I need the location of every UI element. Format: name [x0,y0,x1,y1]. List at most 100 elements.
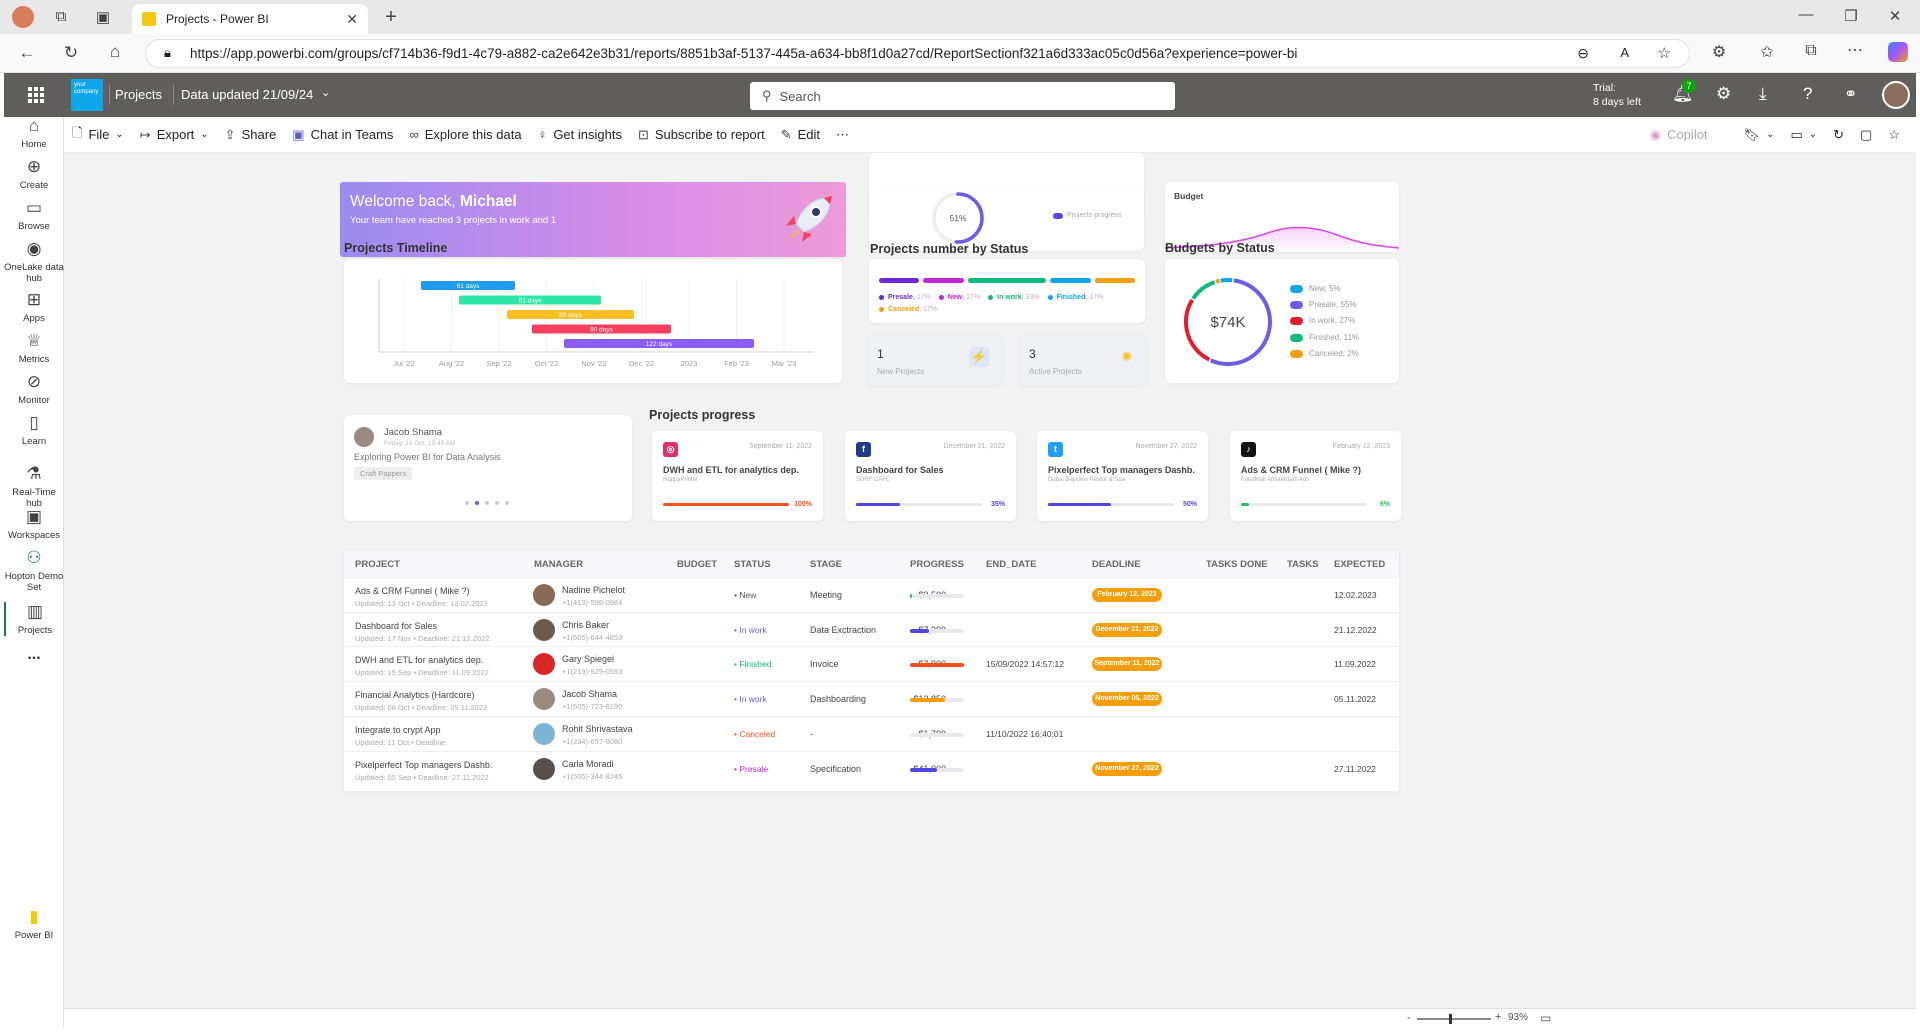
copilot-browser-icon[interactable] [1888,42,1908,62]
help-icon[interactable]: ? [1803,84,1813,103]
data-updated-label[interactable]: Data updated 21/09/24 [181,87,314,102]
refresh-button[interactable]: ↻ [1833,127,1844,143]
table-header-cell[interactable]: BUDGET [677,559,718,570]
rail-item-real-time-hub[interactable]: ⚗ Real-Time hub [4,464,64,509]
rail-item-create[interactable]: ⊕ Create [4,157,64,191]
new-tab-icon[interactable]: + [385,6,397,28]
table-header-cell[interactable]: END_DATE [986,559,1037,570]
chevron-down-icon[interactable]: ⌄ [321,87,331,99]
profile-avatar[interactable] [12,6,34,28]
carousel-dot[interactable] [495,501,499,505]
rail-item-projects[interactable]: ▥ Projects [4,602,64,636]
file-menu-button[interactable]: 🗋︎ File ⌄ [72,124,124,146]
back-icon[interactable]: ← [18,43,36,62]
budget-donut-segment[interactable] [1179,273,1276,370]
status-bar-segment[interactable] [967,278,1047,283]
rail-item-[interactable]: ... [4,647,64,663]
minimize-icon[interactable]: — [1798,6,1814,23]
close-tab-icon[interactable]: ✕ [346,10,358,27]
browser-tab[interactable]: Projects - Power BI ✕ [132,4,368,34]
rail-item-browse[interactable]: ▭ Browse [4,198,64,232]
table-row[interactable]: Pixelperfect Top managers Dashb. Updated:… [344,750,1399,786]
zoom-icon[interactable]: ⊖ [1577,45,1589,61]
rail-item-workspaces[interactable]: ▣ Workspaces [4,507,64,541]
table-header-cell[interactable]: EXPECTED [1334,559,1386,570]
user-avatar[interactable] [1882,81,1910,109]
tab-actions-icon[interactable]: ▣ [95,9,111,26]
close-window-icon[interactable]: ✕ [1888,8,1902,25]
workspace-name[interactable]: Projects [115,87,162,102]
restore-icon[interactable]: ❐ [1844,8,1858,25]
timeline-bar[interactable] [507,310,634,319]
zoom-slider[interactable] [1417,1014,1491,1024]
timeline-bar[interactable] [532,324,671,334]
carousel-dots[interactable] [465,501,509,505]
export-menu-button[interactable]: ↦ Export ⌄ [140,127,209,143]
table-row[interactable]: DWH and ETL for analytics dep. Updated: 1… [344,646,1399,681]
workspaces-icon[interactable]: ⧉ [55,8,67,25]
collections-icon[interactable]: ⧉ [1805,42,1817,59]
zoom-slider-thumb[interactable] [1449,1014,1452,1024]
table-row[interactable]: Integrate to crypt App Updated: 11 Oct • … [344,715,1399,751]
project-progress-card[interactable]: f December 21, 2022 Dashboard for Sales SUR… [845,431,1016,521]
project-progress-card[interactable]: ◎ September 11, 2022 DWH and ETL for analy… [652,431,823,521]
powerbi-home-logo[interactable]: ▮ Power BI [4,907,64,941]
rail-item-monitor[interactable]: ⊘ Monitor [4,372,64,406]
zoom-in-button[interactable]: + [1495,1011,1502,1023]
chat-in-teams-button[interactable]: ▣ Chat in Teams [292,127,393,143]
table-header-cell[interactable]: TASKS [1287,559,1319,570]
explore-data-button[interactable]: ∞ Explore this data [409,127,521,142]
edit-button[interactable]: ✎ Edit [781,127,820,143]
favorite-button[interactable]: ☆ [1888,127,1900,143]
copilot-button[interactable]: ◉ Copilot [1650,127,1708,143]
refresh-icon[interactable]: ↻ [63,43,79,62]
share-people-icon[interactable]: ⚭ [1844,86,1858,103]
table-header-cell[interactable]: STATUS [734,559,771,570]
status-bar-segment[interactable] [879,278,920,283]
more-options-button[interactable]: ⋯ [836,127,849,143]
zoom-out-button[interactable]: - [1407,1012,1411,1024]
status-bar-segment[interactable] [923,278,964,283]
rail-item-learn[interactable]: ▯ Learn [4,413,64,447]
table-header-cell[interactable]: TASKS DONE [1206,559,1268,570]
timeline-bar[interactable] [459,295,601,305]
read-aloud-icon[interactable]: A [1620,45,1629,60]
extensions-icon[interactable]: ⚙ [1711,44,1727,61]
search-input[interactable]: ⚲ Search [750,82,1175,110]
table-row[interactable]: Ads & CRM Funnel ( Mike ?) Updated: 13 Oc… [344,577,1399,612]
favorites-icon[interactable]: ✩ [1760,44,1774,61]
favorite-star-icon[interactable]: ☆ [1657,45,1671,62]
trial-status[interactable]: Trial: 8 days left [1593,81,1641,109]
view-button[interactable]: ▭ ⌄ [1790,127,1817,143]
share-button[interactable]: ⇪ Share [225,127,277,143]
home-icon[interactable]: ⌂ [109,42,121,61]
project-progress-card[interactable]: ♪ February 12, 2023 Ads & CRM Funnel ( Mik… [1230,431,1401,521]
comment-button[interactable]: ▢ [1860,127,1872,143]
carousel-dot[interactable] [485,501,489,505]
project-progress-card[interactable]: t November 27, 2022 Pixelperfect Top manag… [1037,431,1208,521]
budget-donut-segment[interactable] [1179,273,1276,370]
rail-item-onelake-data-hub[interactable]: ◉ OneLake data hub [4,239,64,284]
table-row[interactable]: Financial Analytics (Hardcore) Updated: 0… [344,681,1399,716]
carousel-dot-active[interactable] [475,501,479,505]
status-bar-segment[interactable] [1094,278,1135,283]
download-icon[interactable]: ⤓ [1759,84,1767,103]
rail-item-home[interactable]: ⌂ Home [4,116,64,150]
table-header-cell[interactable]: STAGE [810,559,843,570]
rail-item-apps[interactable]: ⊞ Apps [4,290,64,324]
fit-page-icon[interactable]: ▭ [1540,1011,1552,1025]
get-insights-button[interactable]: ♀ Get insights [538,127,622,142]
timeline-bar[interactable] [421,281,515,290]
table-header-cell[interactable]: MANAGER [534,559,584,570]
rail-item-hopton-demo-set[interactable]: ⚇ Hopton Demo Set [4,548,64,593]
rail-item-metrics[interactable]: ♕ Metrics [4,331,64,365]
carousel-dot[interactable] [465,501,469,505]
table-header-cell[interactable]: PROJECT [355,559,400,570]
app-launcher-icon[interactable] [28,87,44,103]
url-field[interactable]: 🔒︎ https://app.powerbi.com/groups/cf714b… [145,39,1690,68]
table-row[interactable]: Dashboard for Sales Updated: 17 Nov • Dea… [344,611,1399,647]
comment-tag[interactable]: Craft Pappers [354,467,413,480]
more-icon[interactable]: ⋯ [1847,42,1863,59]
bookmark-button[interactable]: 🔖︎ ⌄ [1744,127,1775,143]
table-header-cell[interactable]: PROGRESS [910,559,964,570]
